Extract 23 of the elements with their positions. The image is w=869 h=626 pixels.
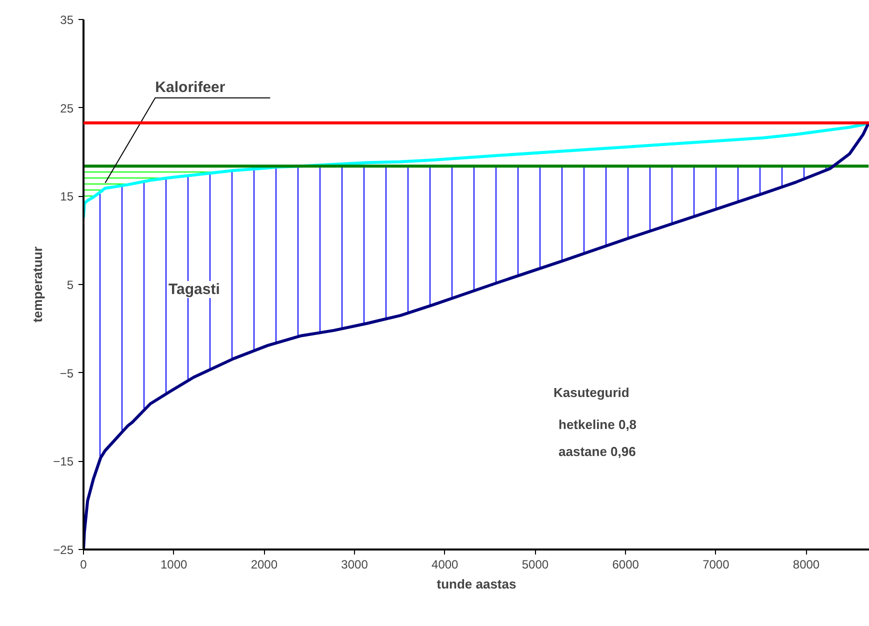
annotation: Kalorifeer — [155, 78, 226, 96]
annotation: hetkeline 0,8 — [558, 417, 637, 432]
x-tick-label: 8000 — [792, 558, 820, 572]
y-tick-label: 35 — [60, 13, 74, 27]
y-tick-label: 25 — [60, 101, 74, 116]
x-tick-label: 6000 — [612, 558, 640, 572]
y-tick-label: 15 — [60, 190, 74, 204]
x-tick-label: 1000 — [160, 558, 188, 572]
y-axis-title: temperatuur — [30, 246, 46, 322]
y-tick-label: −5 — [60, 366, 74, 380]
annotation: Kasutegurid — [554, 385, 630, 400]
annotation: Tagasti — [168, 281, 220, 298]
x-tick-label: 5000 — [522, 558, 549, 572]
y-tick-label: −15 — [53, 454, 74, 469]
annotation: aastane 0,96 — [558, 444, 636, 459]
y-tick-label: 5 — [66, 278, 74, 292]
x-tick-label: 7000 — [702, 558, 730, 572]
x-tick-label: 3000 — [341, 558, 368, 572]
x-tick-label: 2000 — [250, 558, 278, 572]
y-tick-label: −25 — [53, 543, 74, 557]
x-tick-label: 4000 — [432, 558, 459, 572]
x-tick-label: 0 — [80, 558, 88, 572]
x-axis-title: tunde aastas — [436, 576, 516, 592]
